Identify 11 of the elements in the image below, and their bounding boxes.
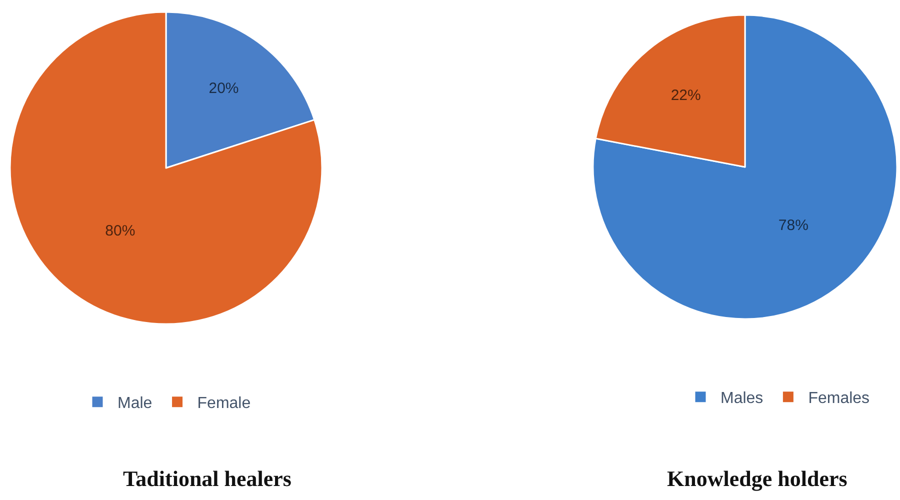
data-label: 78% (778, 217, 808, 234)
text: Taditional healers (123, 466, 292, 491)
legend-label: Females (808, 390, 870, 408)
text: Knowledge holders (667, 466, 848, 491)
legend-label: Male (118, 395, 152, 412)
data-label: 22% (670, 86, 701, 104)
data-label: 80% (105, 222, 136, 240)
pie-slice (9, 11, 322, 325)
data-label: 20% (208, 80, 239, 98)
legend-label: Female (197, 395, 251, 412)
legend-label: Males (720, 390, 764, 408)
